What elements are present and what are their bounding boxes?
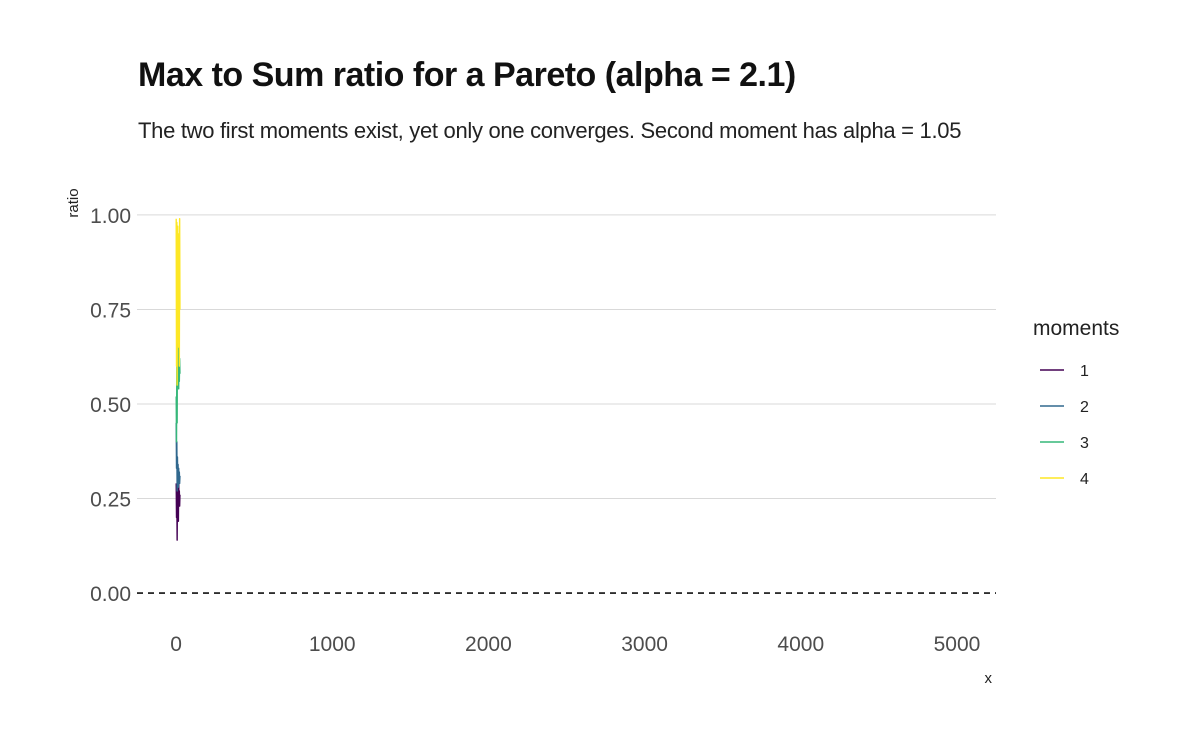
y-tick-label: 0.25 [90,489,131,512]
series-line-1 [175,478,181,541]
grid-lines [137,214,996,594]
chart-subtitle: The two first moments exist, yet only on… [138,118,962,143]
legend-label: 3 [1080,435,1089,452]
series-lines [175,217,181,541]
y-tick-label: 0.50 [90,394,131,417]
y-axis-label: ratio [65,188,82,217]
y-tick-label: 0.75 [90,299,131,322]
legend-title: moments [1033,317,1119,340]
x-tick-label: 1000 [309,633,356,656]
x-tick-label: 3000 [621,633,668,656]
x-tick-label: 0 [170,633,182,656]
legend: moments 1 2 3 4 [1033,317,1119,488]
chart-title: Max to Sum ratio for a Pareto (alpha = 2… [138,56,796,94]
legend-label: 1 [1080,363,1089,380]
x-tick-label: 2000 [465,633,512,656]
x-tick-label: 4000 [777,633,824,656]
series-line-4 [175,217,181,386]
legend-label: 4 [1080,471,1089,488]
y-tick-label: 0.00 [90,583,131,606]
x-tick-label: 5000 [934,633,981,656]
legend-label: 2 [1080,399,1089,416]
x-axis-label: x [985,670,993,687]
y-tick-label: 1.00 [90,205,131,228]
axes: 0.00 0.25 0.50 0.75 1.00 0 1000 2000 3000 4000 500… [65,188,993,687]
